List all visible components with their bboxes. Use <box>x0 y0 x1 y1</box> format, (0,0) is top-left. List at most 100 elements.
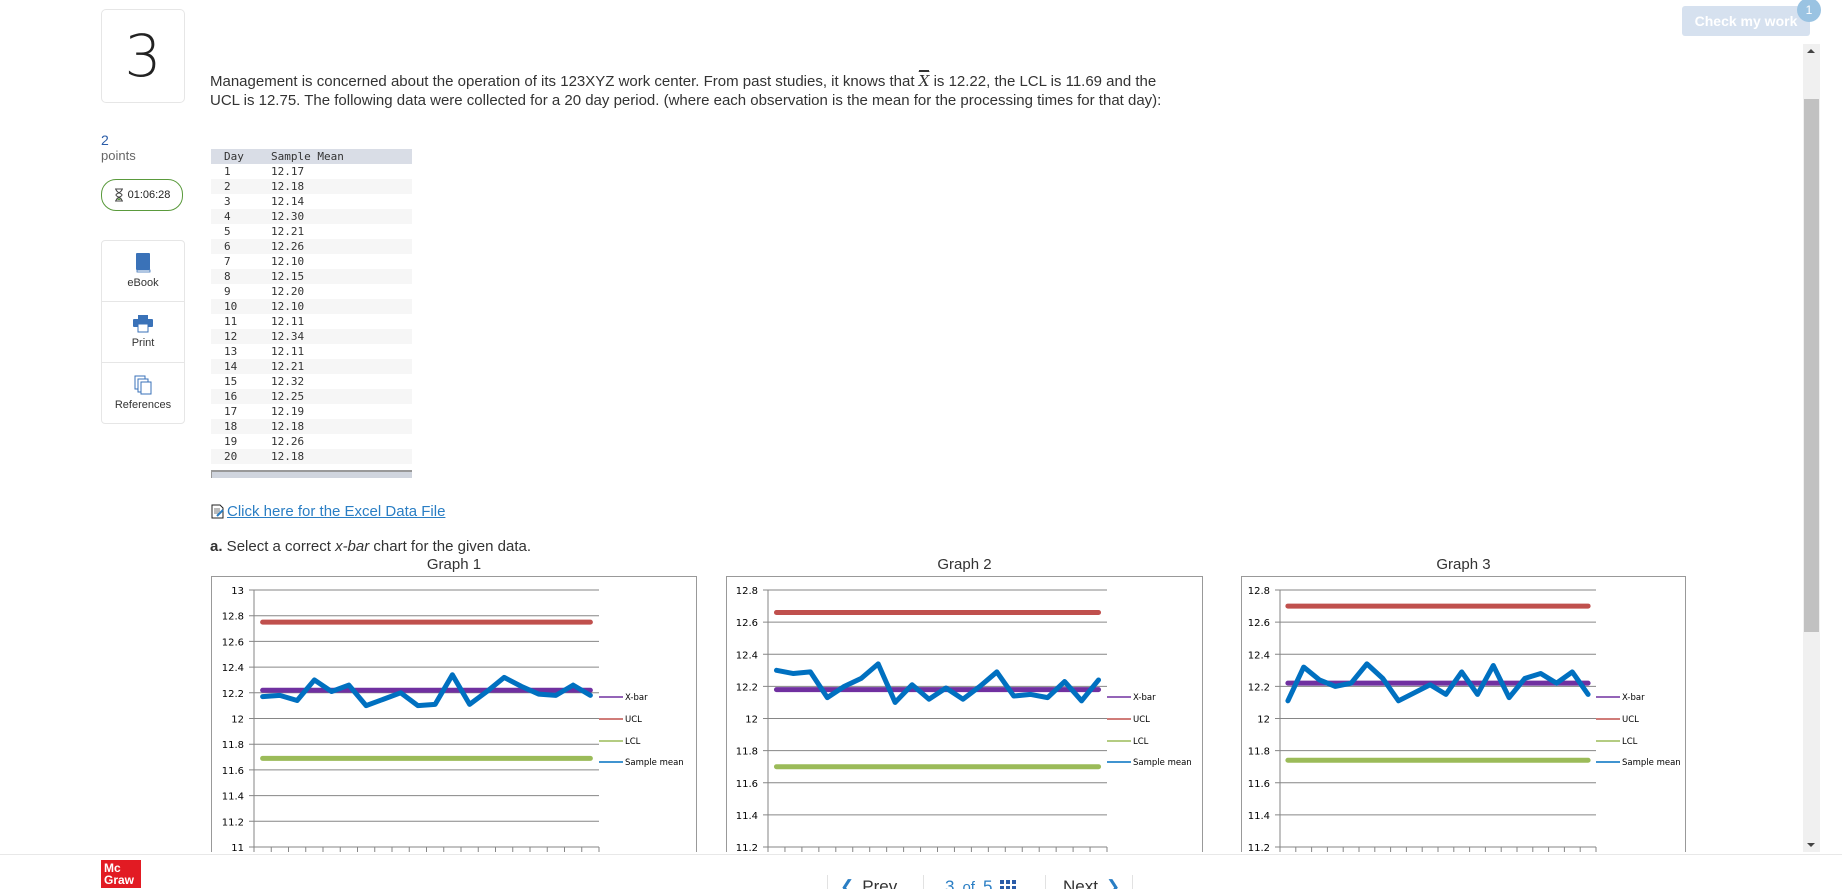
y-tick-label: 11.4 <box>736 811 758 822</box>
question-text-part: Management is concerned about the operat… <box>210 73 919 90</box>
references-button[interactable]: References <box>102 363 184 423</box>
prompt-text: Select a correct <box>223 538 336 555</box>
y-tick-label: 13 <box>231 586 244 597</box>
cell-day: 9 <box>224 284 246 299</box>
prev-label: Prev <box>862 877 897 889</box>
part-a-label: a. <box>210 538 223 555</box>
cell-day: 5 <box>224 224 246 239</box>
graph-3-chart: 12.812.612.412.21211.811.611.411.2X-barU… <box>1242 577 1686 852</box>
y-tick-label: 11.6 <box>222 766 244 777</box>
legend-label: Sample mean <box>1133 758 1192 768</box>
y-tick-label: 11.8 <box>736 747 758 758</box>
question-number: 3 <box>101 9 185 103</box>
print-button[interactable]: Print <box>102 302 184 363</box>
cell-day: 2 <box>224 179 246 194</box>
ebook-button[interactable]: eBook <box>102 241 184 302</box>
scroll-down-icon[interactable] <box>1807 843 1815 847</box>
y-tick-label: 12 <box>231 715 244 726</box>
graph-title: Graph 2 <box>726 556 1203 573</box>
y-tick-label: 12.2 <box>1248 682 1270 693</box>
cell-day: 20 <box>224 449 246 464</box>
prev-button[interactable]: ❮ Prev <box>840 877 897 889</box>
timer: 01:06:28 <box>101 179 183 211</box>
cell-sample-mean: 12.20 <box>271 284 371 299</box>
cell-day: 15 <box>224 374 246 389</box>
page-scrollbar[interactable] <box>1803 44 1820 852</box>
scroll-up-icon[interactable] <box>1807 49 1815 53</box>
check-my-work-button[interactable]: Check my work <box>1682 6 1810 36</box>
graph-title: Graph 3 <box>1241 556 1686 573</box>
next-button[interactable]: Next❯ <box>1063 877 1120 889</box>
legend-label: X-bar <box>625 693 648 703</box>
y-tick-label: 11.8 <box>1248 747 1270 758</box>
points-value: 2 <box>101 132 136 148</box>
graph-1-chart: 1312.812.612.412.21211.811.611.411.211X-… <box>212 577 697 852</box>
prompt-text: chart for the given data. <box>369 538 531 555</box>
legend-label: UCL <box>625 715 642 725</box>
table-scrollbar[interactable] <box>211 470 412 478</box>
y-tick-label: 12.8 <box>1248 586 1270 597</box>
cell-sample-mean: 12.10 <box>271 299 371 314</box>
cell-day: 16 <box>224 389 246 404</box>
y-tick-label: 11.6 <box>736 779 758 790</box>
references-icon <box>134 375 152 395</box>
excel-link-text[interactable]: Click here for the Excel Data File <box>227 503 445 520</box>
xbar-symbol: X <box>919 70 930 90</box>
question-text: Management is concerned about the operat… <box>210 72 1180 110</box>
chevron-left-icon: ❮ <box>840 877 854 889</box>
points-label: points <box>101 148 136 164</box>
series-sample-mean-line <box>776 664 1098 703</box>
cell-sample-mean: 12.18 <box>271 419 371 434</box>
cell-day: 12 <box>224 329 246 344</box>
cell-day: 10 <box>224 299 246 314</box>
cell-day: 7 <box>224 254 246 269</box>
cell-day: 6 <box>224 239 246 254</box>
legend-label: UCL <box>1133 715 1150 725</box>
y-tick-label: 12.6 <box>1248 618 1270 629</box>
tools-panel: eBook Print References <box>101 240 185 424</box>
table-row: 10 12.10 <box>211 299 412 314</box>
scrollbar-thumb[interactable] <box>1804 99 1819 632</box>
y-tick-label: 12.6 <box>736 618 758 629</box>
hourglass-icon <box>114 188 124 202</box>
excel-data-link[interactable]: Click here for the Excel Data File <box>211 503 445 520</box>
y-tick-label: 11.6 <box>1248 779 1270 790</box>
ebook-label: eBook <box>127 277 158 289</box>
legend-label: LCL <box>625 737 641 747</box>
points: 2 points <box>101 132 136 164</box>
part-a-prompt: a. Select a correct x-bar chart for the … <box>210 538 531 555</box>
cell-day: 3 <box>224 194 246 209</box>
y-tick-label: 11.2 <box>1248 843 1270 852</box>
book-icon <box>135 253 151 273</box>
y-tick-label: 11.4 <box>222 792 244 803</box>
page-total: 5 <box>983 877 992 889</box>
cell-sample-mean: 12.17 <box>271 164 371 179</box>
mcgraw-logo: Mc Graw <box>101 860 141 888</box>
cell-sample-mean: 12.26 <box>271 434 371 449</box>
timer-value: 01:06:28 <box>128 189 171 201</box>
y-tick-label: 12 <box>1257 715 1270 726</box>
y-tick-label: 12.4 <box>1248 650 1270 661</box>
legend-label: X-bar <box>1133 693 1156 703</box>
next-label: Next <box>1063 877 1098 889</box>
file-icon <box>211 504 225 519</box>
legend-label: UCL <box>1622 715 1639 725</box>
cell-sample-mean: 12.32 <box>271 374 371 389</box>
